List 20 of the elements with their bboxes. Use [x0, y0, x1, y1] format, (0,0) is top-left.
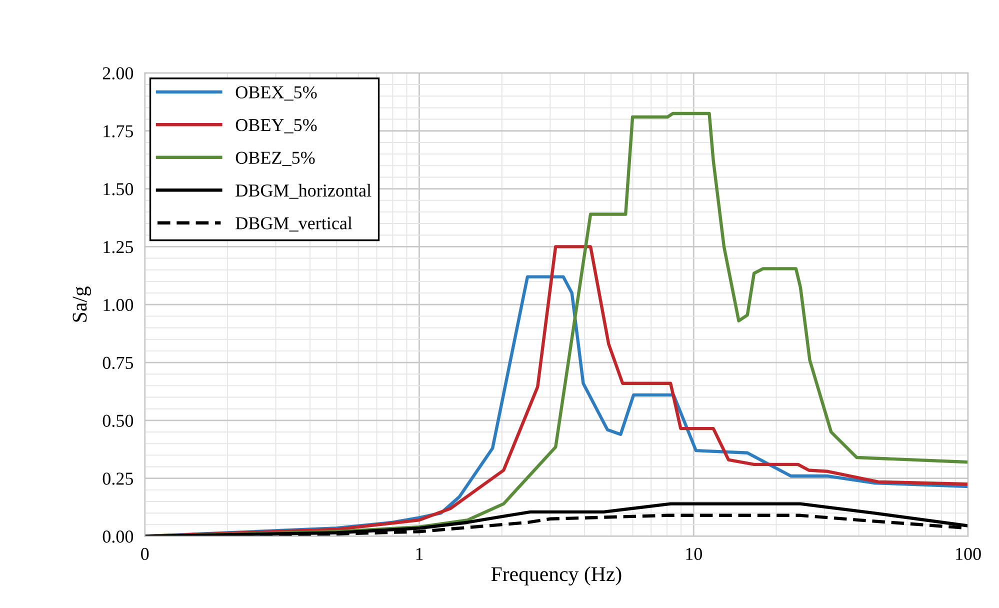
y-tick-label: 0.00 [102, 530, 134, 543]
y-tick-label: 0.50 [102, 414, 134, 427]
legend-label: OBEZ_5% [236, 152, 315, 166]
legend-label: OBEX_5% [236, 86, 317, 101]
x-tick-label: 1 [416, 548, 423, 560]
x-axis-title: Frequency (Hz) [491, 566, 622, 586]
y-tick-label: 0.75 [102, 356, 134, 370]
y-tick-label: 1.25 [104, 241, 134, 254]
legend-label: DBGM_vertical [236, 216, 352, 232]
y-tick-label: 1.75 [104, 125, 134, 138]
y-tick-label: 2.00 [102, 67, 134, 80]
x-tick-label: 10 [686, 548, 702, 560]
y-tick-label: 1.00 [104, 298, 134, 312]
y-tick-label: 1.50 [104, 183, 134, 196]
legend-label: OBEY_5% [236, 118, 317, 134]
x-tick-label: 100 [956, 548, 981, 560]
y-axis-title: Sa/g [72, 286, 92, 322]
legend-label: DBGM_horizontal [236, 184, 372, 199]
x-tick-label: 0 [141, 548, 149, 560]
y-tick-label: 0.25 [102, 472, 134, 485]
